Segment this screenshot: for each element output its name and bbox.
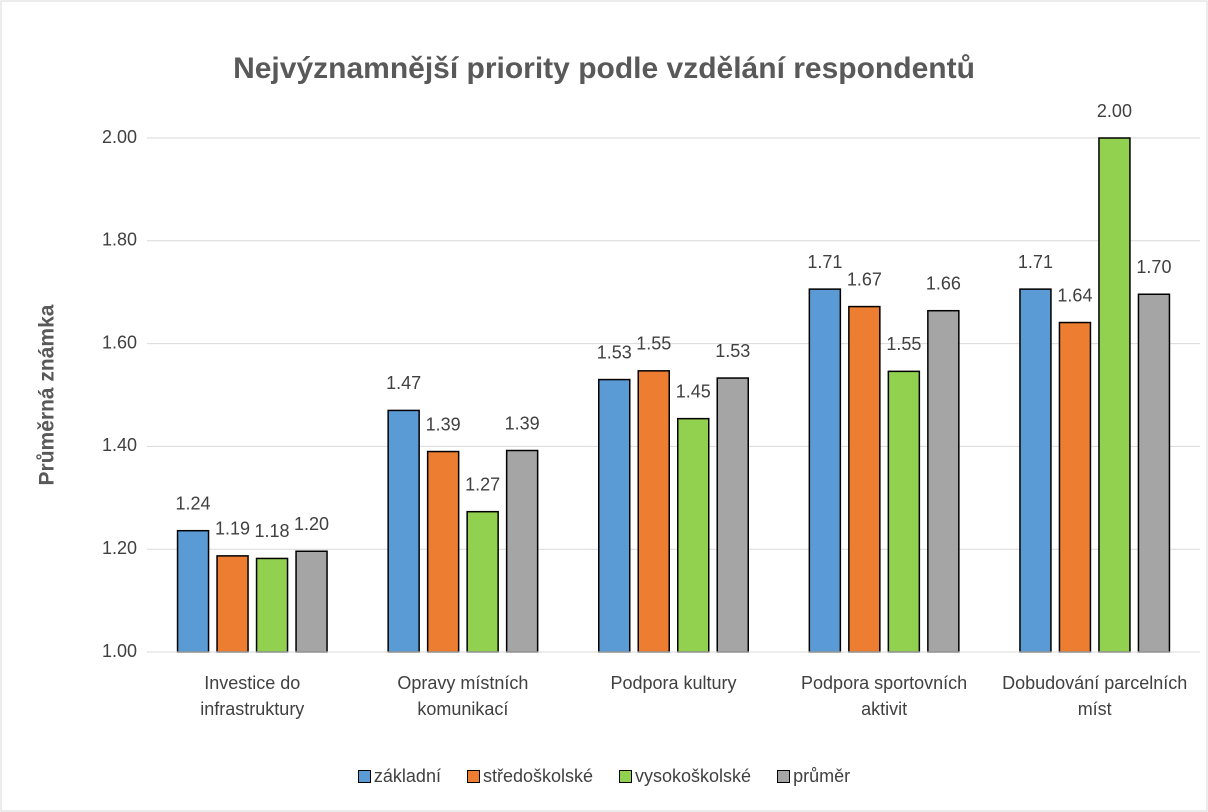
y-tick-label: 1.40 bbox=[102, 435, 137, 455]
y-tick-label: 1.80 bbox=[102, 230, 137, 250]
data-label: 1.20 bbox=[294, 514, 329, 534]
y-tick-label: 1.60 bbox=[102, 332, 137, 352]
legend-item: základní bbox=[357, 766, 441, 787]
legend-item: vysokoškolské bbox=[619, 766, 751, 787]
bar bbox=[677, 417, 710, 653]
data-label: 2.00 bbox=[1097, 101, 1132, 121]
legend-label: základní bbox=[373, 766, 441, 786]
bar bbox=[387, 409, 420, 653]
legend-label: průměr bbox=[793, 766, 851, 786]
data-label: 1.71 bbox=[807, 252, 842, 272]
data-label: 1.27 bbox=[465, 474, 500, 494]
x-tick-label: Dobudování parcelních míst bbox=[1002, 673, 1188, 719]
data-label: 1.55 bbox=[886, 334, 921, 354]
legend-swatch bbox=[777, 770, 791, 783]
data-label: 1.53 bbox=[597, 342, 632, 362]
bar bbox=[887, 370, 921, 653]
data-label: 1.66 bbox=[926, 273, 961, 293]
bar bbox=[1098, 137, 1131, 653]
y-tick-label: 1.00 bbox=[102, 641, 137, 661]
data-label: 1.45 bbox=[676, 381, 711, 401]
data-label: 1.18 bbox=[255, 521, 290, 541]
data-label: 1.39 bbox=[505, 413, 540, 433]
bar bbox=[295, 550, 328, 653]
legend-item: průměr bbox=[777, 766, 850, 787]
legend-swatch bbox=[466, 770, 480, 783]
legend: základní středoškolské vysokoškolské průměr bbox=[0, 766, 1208, 787]
bar bbox=[216, 555, 249, 653]
legend-label: středoškolské bbox=[482, 766, 594, 786]
bar bbox=[1137, 293, 1171, 653]
data-label: 1.19 bbox=[215, 519, 250, 539]
y-axis-title: Průměrná známka bbox=[36, 304, 59, 485]
x-tick-label: Investice do infrastruktury bbox=[200, 673, 305, 719]
bar bbox=[1058, 321, 1092, 653]
bar bbox=[255, 557, 289, 653]
x-tick-label: Podpora sportovních aktivit bbox=[801, 673, 968, 719]
bar bbox=[637, 370, 670, 653]
data-label: 1.70 bbox=[1136, 257, 1171, 277]
data-label: 1.24 bbox=[176, 493, 211, 513]
data-label: 1.64 bbox=[1057, 285, 1092, 305]
chart-title: Nejvýznamnější priority podle vzdělání r… bbox=[233, 52, 975, 85]
data-label: 1.47 bbox=[386, 373, 421, 393]
bar bbox=[176, 529, 210, 653]
legend-label: vysokoškolské bbox=[635, 766, 752, 786]
x-tick-label: Podpora kultury bbox=[610, 673, 737, 693]
legend-item: středoškolské bbox=[466, 766, 594, 787]
bar bbox=[426, 450, 460, 653]
bar bbox=[716, 377, 749, 653]
bar bbox=[505, 449, 539, 653]
data-label: 1.67 bbox=[847, 269, 882, 289]
data-label: 1.55 bbox=[636, 334, 671, 354]
bar bbox=[927, 309, 960, 653]
legend-swatch bbox=[619, 770, 633, 783]
data-label: 1.53 bbox=[715, 341, 750, 361]
legend-swatch bbox=[357, 770, 371, 783]
bar bbox=[808, 288, 842, 653]
y-tick-label: 2.00 bbox=[102, 127, 137, 147]
bar bbox=[598, 378, 631, 653]
data-label: 1.71 bbox=[1018, 252, 1053, 272]
x-tick-label: Opravy místních komunikací bbox=[397, 673, 529, 719]
bar bbox=[466, 510, 499, 653]
bar bbox=[848, 305, 881, 653]
data-label: 1.39 bbox=[426, 414, 461, 434]
y-tick-label: 1.20 bbox=[102, 538, 137, 558]
bar bbox=[1019, 288, 1052, 653]
